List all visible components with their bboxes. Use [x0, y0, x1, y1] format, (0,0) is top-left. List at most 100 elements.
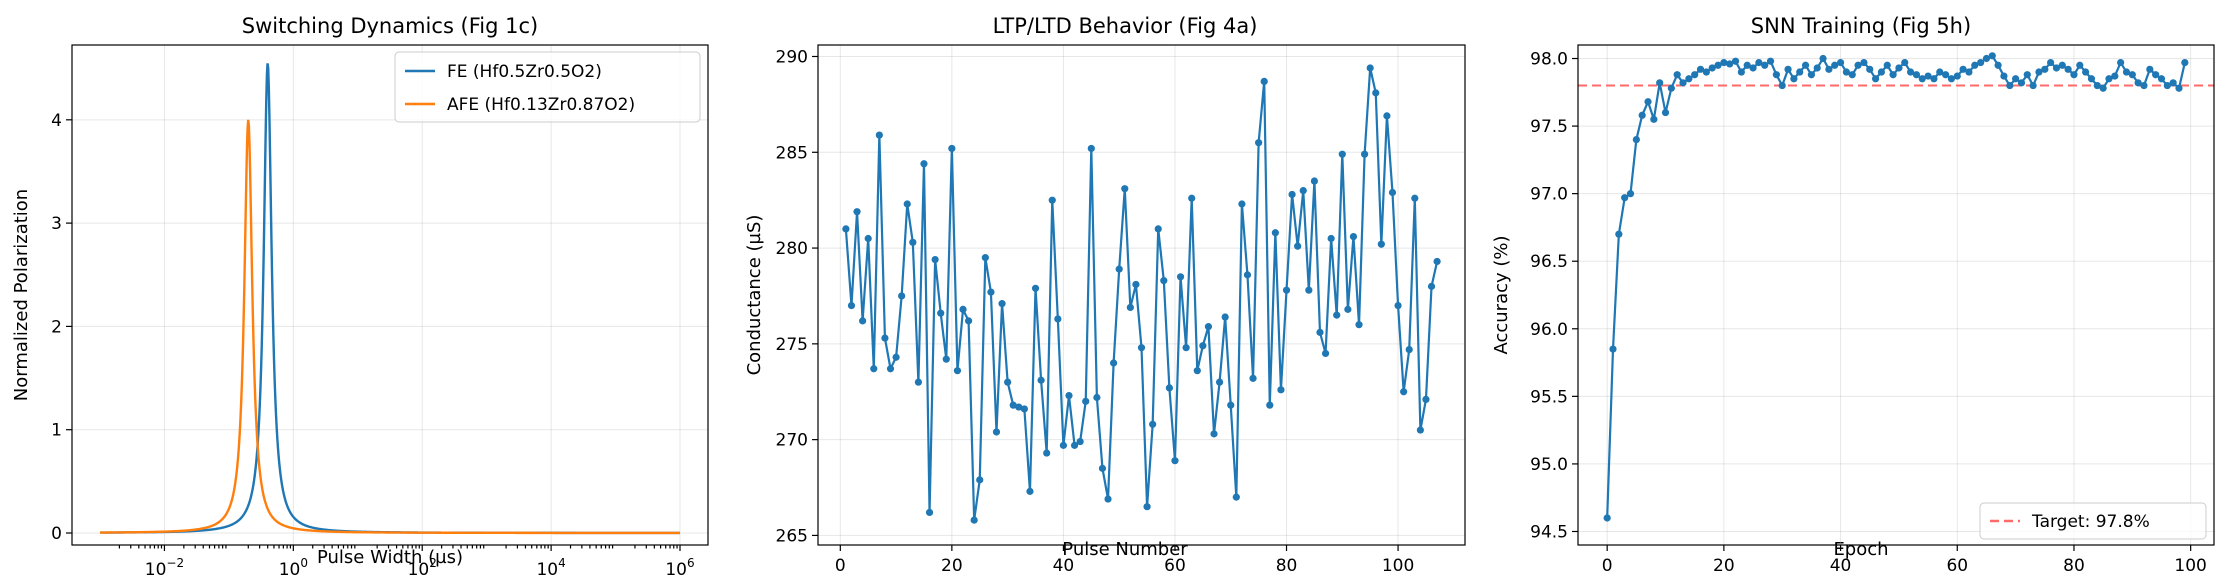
legend-label-fe: FE (Hf0.5Zr0.5O2) [447, 62, 602, 82]
data-point [1831, 61, 1839, 69]
x-tick-label: 10−2 [145, 556, 184, 579]
data-point [1294, 242, 1302, 250]
data-point [909, 238, 917, 246]
data-point [2035, 68, 2043, 76]
chart-title: SNN Training (Fig 5h) [1751, 14, 1971, 38]
y-tick-label: 275 [776, 335, 808, 355]
data-point [2076, 61, 2084, 69]
data-point [842, 225, 850, 233]
data-point [1679, 79, 1687, 87]
data-point [1182, 344, 1190, 352]
grid-lines [1578, 45, 2214, 545]
data-point [1310, 177, 1319, 185]
data-point [1813, 64, 1821, 72]
data-point [903, 200, 911, 208]
chart-title: LTP/LTD Behavior (Fig 4a) [993, 14, 1258, 38]
data-point [1825, 65, 1833, 73]
data-point [1971, 61, 1979, 69]
data-point [1924, 72, 1932, 80]
data-point [1685, 75, 1693, 83]
data-point [1327, 234, 1335, 243]
y-tick-label: 1 [51, 421, 62, 441]
data-point [1988, 52, 1996, 60]
data-point [1726, 60, 1734, 68]
data-point [1731, 57, 1740, 65]
data-point [1860, 58, 1868, 67]
data-point [1149, 420, 1157, 428]
data-point [886, 365, 895, 373]
data-point [959, 305, 967, 313]
data-point [998, 300, 1006, 308]
x-tick-label: 100 [279, 556, 308, 579]
snn-training-panel: SNN Training (Fig 5h) Epoch Accuracy (%)… [1491, 14, 2215, 576]
data-point [1015, 403, 1023, 411]
data-point [2140, 81, 2148, 90]
data-point [1366, 64, 1374, 72]
data-point [1708, 64, 1716, 72]
data-point [931, 255, 939, 264]
data-point [2152, 71, 2160, 79]
data-point [2012, 75, 2020, 83]
data-point [1807, 71, 1815, 79]
data-point [1388, 188, 1397, 197]
data-point [1249, 374, 1257, 382]
data-point [1344, 305, 1352, 313]
data-point [1115, 265, 1123, 273]
data-point [1098, 464, 1107, 472]
y-tick-label: 95.5 [1530, 387, 1568, 407]
x-axis-label: Epoch [1833, 539, 1888, 560]
y-tick-label: 3 [51, 214, 62, 234]
tick-exponent: 6 [687, 556, 695, 570]
data-point [1266, 401, 1274, 409]
data-point [2047, 58, 2055, 67]
data-point [1889, 71, 1897, 79]
tick-exponent: 2 [429, 556, 437, 570]
data-point [2070, 71, 2078, 79]
y-tick-label: 96.0 [1530, 320, 1568, 340]
data-point [1673, 71, 1681, 79]
data-point [914, 378, 923, 386]
data-point [1048, 196, 1056, 204]
x-tick-label: 100 [1382, 556, 1414, 576]
data-point [1076, 437, 1084, 446]
data-point [1959, 65, 1967, 73]
data-point [2099, 84, 2107, 92]
y-tick-label: 285 [776, 143, 808, 163]
plot-area [842, 64, 1441, 524]
data-point [920, 160, 928, 168]
data-point [1176, 273, 1185, 281]
data-point [1720, 58, 1728, 67]
data-point [1982, 54, 1991, 63]
data-point [1165, 384, 1173, 392]
y-tick-label: 94.5 [1530, 522, 1568, 542]
data-point [1772, 71, 1780, 79]
axes-frame [71, 44, 709, 546]
data-point [1621, 194, 1629, 202]
tick-exponent: −2 [166, 556, 184, 570]
y-tick-label: 97.5 [1530, 117, 1568, 137]
data-point [2111, 72, 2119, 80]
y-tick-label: 280 [776, 239, 808, 259]
data-point [1743, 61, 1751, 69]
data-point [1947, 75, 1956, 83]
data-point [1433, 257, 1441, 266]
data-point [1661, 108, 1670, 117]
data-point [976, 476, 984, 484]
data-point [2087, 75, 2096, 83]
data-point [881, 334, 889, 342]
data-point [1411, 194, 1419, 202]
data-point [1020, 405, 1028, 413]
data-point [1361, 150, 1369, 158]
y-axis-label: Accuracy (%) [1491, 235, 1512, 354]
data-point [1377, 240, 1385, 248]
x-tick-label: 20 [1713, 556, 1735, 576]
data-point [1243, 271, 1252, 279]
data-point [1854, 61, 1862, 69]
data-point [2117, 58, 2125, 67]
data-point [970, 516, 978, 524]
data-point [1912, 71, 1921, 79]
x-axis-label: Pulse Number [1062, 539, 1188, 560]
x-tick-label: 104 [536, 556, 565, 579]
data-point [1842, 68, 1850, 76]
x-tick-label: 100 [2174, 556, 2206, 576]
